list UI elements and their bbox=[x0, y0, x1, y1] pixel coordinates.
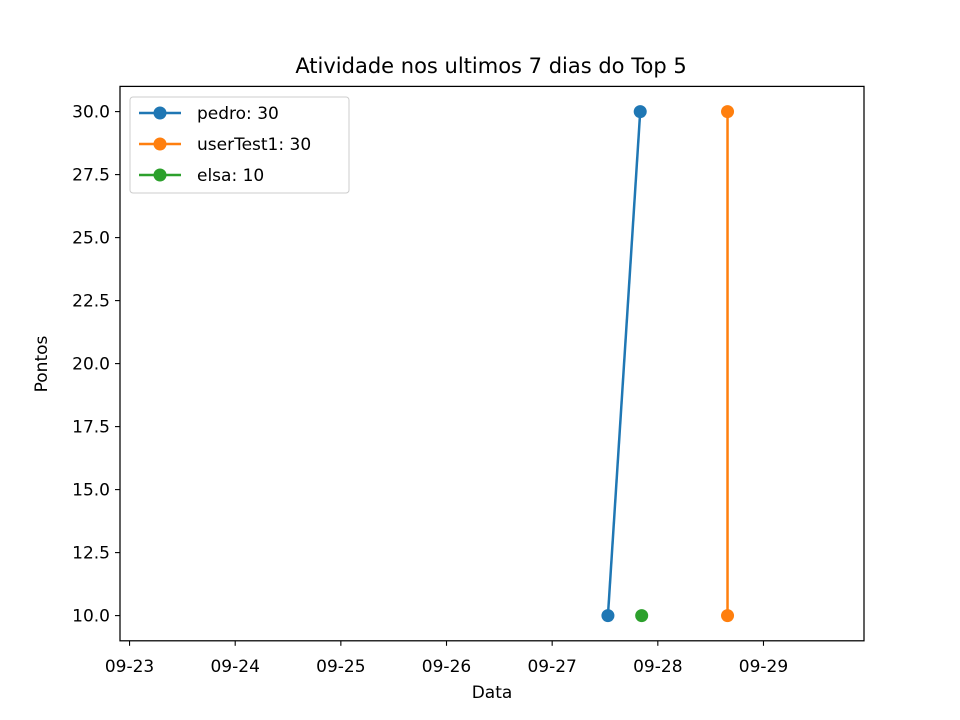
y-tick-label: 25.0 bbox=[72, 229, 110, 249]
legend-marker bbox=[153, 106, 167, 120]
series bbox=[635, 609, 649, 623]
y-tick-label: 20.0 bbox=[72, 355, 110, 375]
data-point bbox=[721, 609, 735, 623]
x-tick-label: 09-23 bbox=[105, 657, 154, 677]
legend-box bbox=[129, 96, 350, 194]
series bbox=[601, 105, 647, 623]
series-line bbox=[606, 110, 642, 617]
series-layer bbox=[601, 105, 735, 623]
plot-frame bbox=[119, 85, 865, 642]
series bbox=[721, 105, 735, 623]
x-tick-label: 09-29 bbox=[739, 657, 788, 677]
x-axis-label: Data bbox=[472, 683, 513, 703]
legend-label: elsa: 10 bbox=[197, 166, 264, 186]
y-tick-label: 17.5 bbox=[72, 418, 110, 438]
legend: pedro: 30 userTest1: 30 elsa: 10 bbox=[129, 96, 350, 194]
x-tick-label: 09-27 bbox=[527, 657, 576, 677]
legend-marker bbox=[153, 168, 167, 182]
data-point bbox=[633, 105, 647, 119]
y-tick-label: 22.5 bbox=[72, 292, 110, 312]
data-point bbox=[601, 609, 615, 623]
legend-label: pedro: 30 bbox=[197, 104, 279, 124]
y-tick-label: 10.0 bbox=[72, 607, 110, 627]
x-tick-label: 09-26 bbox=[422, 657, 471, 677]
x-axis: 09-23 09-24 09-25 09-26 09-27 09-28 09-29 bbox=[105, 640, 788, 677]
data-point bbox=[721, 105, 735, 119]
legend-entry: pedro: 30 bbox=[139, 104, 279, 124]
chart-title: Atividade nos ultimos 7 dias do Top 5 bbox=[295, 54, 686, 78]
y-tick-label: 27.5 bbox=[72, 166, 110, 186]
legend-entry: elsa: 10 bbox=[139, 166, 264, 186]
legend-entry: userTest1: 30 bbox=[139, 135, 311, 155]
x-tick-label: 09-28 bbox=[633, 657, 682, 677]
x-tick-label: 09-25 bbox=[316, 657, 365, 677]
legend-marker bbox=[153, 137, 167, 151]
y-axis-label: Pontos bbox=[32, 335, 52, 392]
y-tick-label: 30.0 bbox=[72, 103, 110, 123]
legend-label: userTest1: 30 bbox=[197, 135, 311, 155]
y-tick-label: 12.5 bbox=[72, 544, 110, 564]
y-axis: 10.0 12.5 15.0 17.5 20.0 22.5 25.0 27.5 30.0 bbox=[72, 103, 120, 627]
data-point bbox=[635, 609, 649, 623]
x-tick-label: 09-24 bbox=[210, 657, 259, 677]
y-tick-label: 15.0 bbox=[72, 481, 110, 501]
